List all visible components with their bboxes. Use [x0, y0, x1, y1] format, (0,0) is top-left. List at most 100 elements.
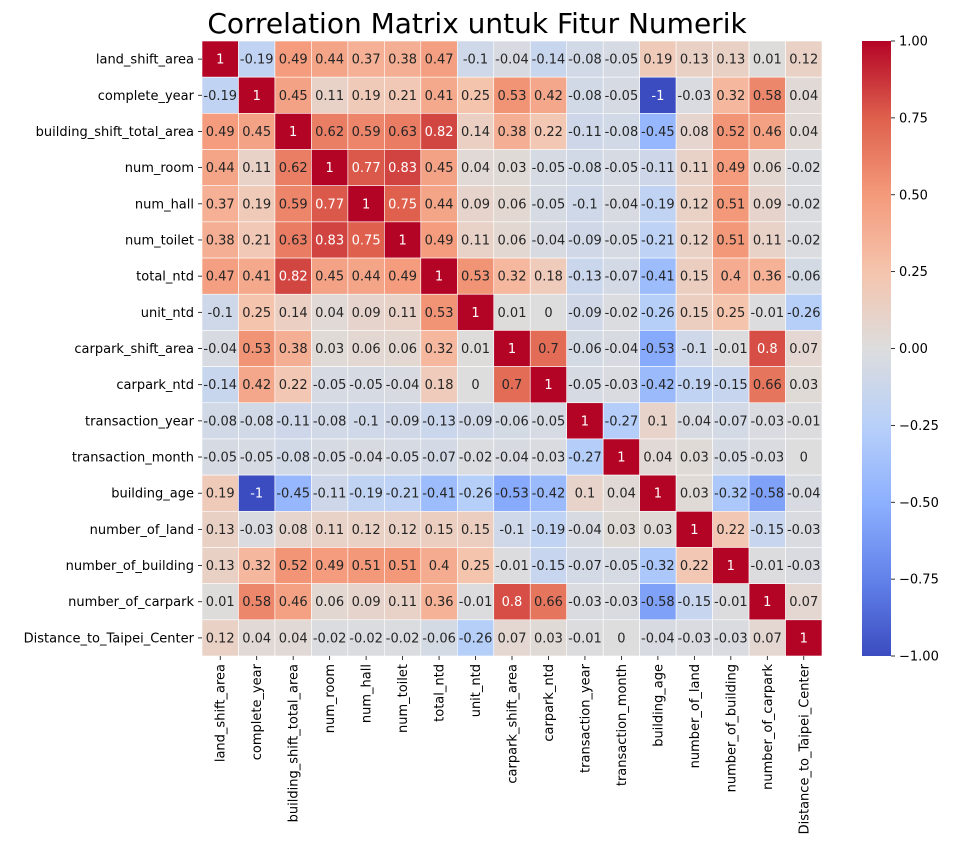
cell-value-label: -0.01	[750, 306, 784, 321]
heatmap-cell	[238, 583, 276, 621]
cell-value-label: 0.11	[388, 595, 417, 610]
heatmap-cell	[602, 76, 640, 114]
cell-value-label: 0.38	[498, 125, 527, 140]
heatmap-cell	[238, 438, 276, 476]
cell-value-label: -0.53	[641, 342, 675, 357]
heatmap-cell	[238, 149, 276, 187]
heatmap-cell	[675, 113, 713, 150]
cell-value-label: -0.04	[568, 523, 602, 538]
cell-value-label: 0.62	[279, 161, 308, 176]
cell-value-label: 1	[581, 414, 589, 429]
cell-value-label: 0.52	[716, 125, 745, 140]
cell-value-label: -0.08	[240, 414, 274, 429]
heatmap-cell	[274, 257, 312, 295]
heatmap-cell	[456, 474, 495, 512]
cell-value-label: 0.14	[279, 306, 308, 321]
x-tick-label: number_of_carpark	[761, 664, 776, 790]
cell-value-label: 0.25	[461, 559, 490, 574]
cell-value-label: 0.41	[425, 89, 454, 104]
cell-value-label: 0.03	[789, 378, 818, 393]
cell-value-label: 0.38	[388, 53, 417, 68]
cell-value-label: 0.15	[461, 523, 490, 538]
cell-value-label: 0.53	[242, 342, 271, 357]
heatmap-cell	[456, 76, 495, 114]
y-tick-label: num_toilet	[125, 233, 194, 248]
heatmap-cell	[529, 221, 568, 259]
heatmap-cell	[201, 547, 239, 584]
heatmap-cell	[639, 402, 677, 440]
heatmap-cell	[238, 330, 276, 367]
cell-value-label: -0.26	[459, 487, 493, 502]
heatmap-cell	[712, 221, 750, 259]
heatmap-cell	[712, 510, 750, 548]
cell-value-label: -0.05	[605, 89, 639, 104]
heatmap-cell	[238, 547, 276, 584]
heatmap-cell	[675, 583, 713, 621]
x-tick-label: building_shift_total_area	[287, 664, 302, 822]
heatmap-cell	[201, 293, 239, 331]
cell-value-label: -0.05	[568, 378, 602, 393]
cell-value-label: -0.02	[386, 631, 420, 646]
heatmap-cell	[384, 402, 422, 440]
cell-value-label: -0.03	[787, 559, 821, 574]
heatmap-cell	[493, 293, 531, 331]
heatmap-cell	[566, 583, 604, 621]
cell-value-label: 0.12	[680, 197, 709, 212]
cell-value-label: -0.32	[641, 559, 675, 574]
heatmap-cell	[748, 257, 786, 295]
cell-value-label: -0.13	[422, 414, 456, 429]
cell-value-label: 0.63	[279, 233, 308, 248]
cell-value-label: -1	[651, 89, 664, 104]
heatmap-cell	[420, 510, 458, 548]
cell-value-label: 0.22	[534, 125, 563, 140]
heatmap-cell	[384, 619, 422, 657]
y-tick-label: total_ntd	[136, 270, 194, 285]
cell-value-label: 0.01	[206, 595, 235, 610]
cell-value-label: -0.06	[568, 342, 602, 357]
cell-value-label: 0.47	[425, 53, 454, 68]
cell-value-label: -0.06	[787, 270, 821, 285]
cell-value-label: -0.14	[203, 378, 237, 393]
cell-value-label: 0.12	[680, 233, 709, 248]
heatmap-cell	[785, 257, 823, 295]
cell-value-label: 0.15	[680, 306, 709, 321]
cell-value-label: 0.75	[388, 197, 417, 212]
heatmap-cell	[274, 583, 312, 621]
heatmap-cell	[311, 185, 349, 223]
cell-value-label: -0.04	[532, 233, 566, 248]
colorbar-tick-label: −0.75	[899, 573, 939, 588]
heatmap-cell	[420, 185, 458, 223]
heatmap-cell	[748, 185, 786, 223]
cell-value-label: 0.49	[279, 53, 308, 68]
heatmap-cell	[347, 510, 385, 548]
colorbar-tick-label: 1.00	[899, 35, 928, 50]
cell-value-label: -0.02	[459, 451, 493, 466]
x-tick-label: num_room	[323, 664, 338, 733]
cell-value-label: -0.04	[678, 414, 712, 429]
cell-value-label: 0.07	[753, 631, 782, 646]
x-tick-label: num_toilet	[396, 664, 411, 733]
heatmap-cell	[456, 40, 495, 78]
x-tick-label: number_of_building	[724, 664, 739, 792]
heatmap-cell	[347, 257, 385, 295]
cell-value-label: -0.19	[240, 53, 274, 68]
heatmap-cell	[529, 619, 568, 657]
cell-value-label: 1	[800, 631, 808, 646]
heatmap-cell	[493, 185, 531, 223]
cell-value-label: -0.03	[714, 631, 748, 646]
cell-value-label: 0.13	[716, 53, 745, 68]
cell-value-label: 0.7	[502, 378, 523, 393]
cell-value-label: 0.51	[352, 559, 381, 574]
cell-value-label: 1	[544, 378, 552, 393]
heatmap-cell	[347, 149, 385, 187]
heatmap-cell	[238, 366, 276, 404]
cell-value-label: 0.1	[575, 487, 596, 502]
heatmap-cell	[675, 257, 713, 295]
heatmap-cell	[675, 185, 713, 223]
cell-value-label: 0.06	[753, 161, 782, 176]
heatmap-cell	[384, 221, 422, 259]
x-tick-labels: land_shift_area complete_year building_shi…	[214, 656, 812, 834]
heatmap-cell	[347, 293, 385, 331]
cell-value-label: -0.09	[459, 414, 493, 429]
cell-value-label: -0.1	[208, 306, 233, 321]
